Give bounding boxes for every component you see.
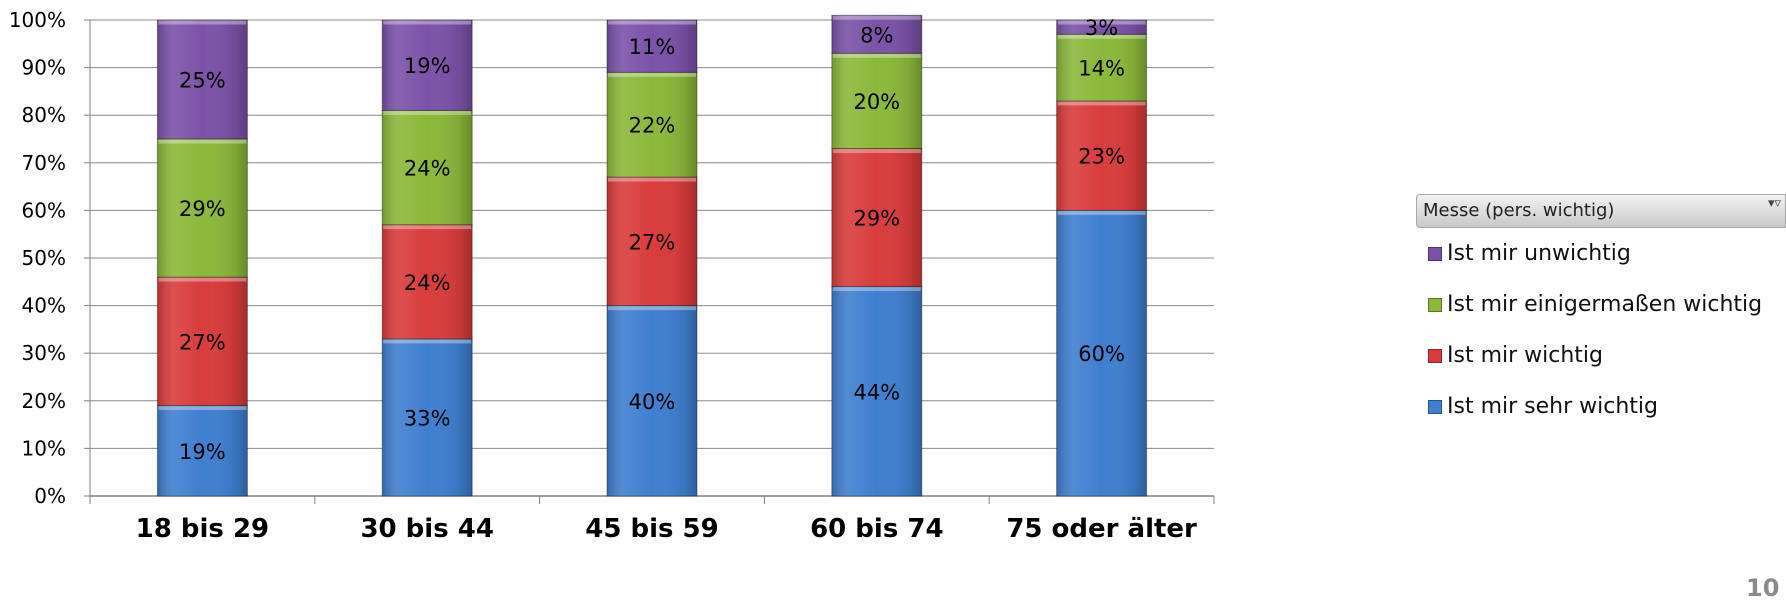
bar-segment-shading xyxy=(607,305,697,496)
data-label: 29% xyxy=(179,197,226,221)
bar-segment-highlight xyxy=(158,20,247,25)
bar-segment-shading xyxy=(157,405,248,496)
data-label: 33% xyxy=(404,406,451,430)
x-category-label: 60 bis 74 xyxy=(810,514,943,544)
bar-segment-highlight xyxy=(383,20,472,25)
y-tick-label: 90% xyxy=(22,56,66,80)
data-label: 40% xyxy=(629,390,676,414)
data-labels: 19% 27% 29% 25% 33% 24% 24% 19% 40% 27% 22% 11% 44% 2… xyxy=(179,16,1125,464)
bar-segment-highlight xyxy=(383,110,472,115)
data-label: 19% xyxy=(179,440,226,464)
data-label: 11% xyxy=(629,35,676,59)
y-tick-label: 30% xyxy=(22,341,66,365)
legend-title: Messe (pers. wichtig) xyxy=(1423,200,1615,221)
bar-segment-highlight xyxy=(832,149,921,154)
y-tick-label: 10% xyxy=(22,436,66,460)
legend-item-sehr-wichtig: Ist mir sehr wichtig xyxy=(1416,381,1786,432)
bar-segment-highlight xyxy=(158,139,247,144)
data-label: 60% xyxy=(1078,342,1125,366)
bar-segment-highlight xyxy=(1057,20,1146,25)
data-label: 22% xyxy=(629,114,676,138)
legend-filter-header[interactable]: Messe (pers. wichtig) ▾▿ xyxy=(1416,194,1786,228)
legend-item-wichtig: Ist mir wichtig xyxy=(1416,330,1786,381)
x-category-label: 18 bis 29 xyxy=(136,514,269,544)
bar-segment-highlight xyxy=(383,225,472,230)
legend-swatch-wichtig xyxy=(1428,349,1442,363)
data-label: 24% xyxy=(404,271,451,295)
legend-list: Ist mir unwichtig Ist mir einigermaßen w… xyxy=(1416,228,1786,432)
bars xyxy=(156,14,1148,497)
legend-item-unwichtig: Ist mir unwichtig xyxy=(1416,228,1786,279)
bar-segment-highlight xyxy=(608,177,696,182)
bar-segment-shading xyxy=(1056,20,1147,35)
data-label: 29% xyxy=(853,207,900,231)
bar-segment-highlight xyxy=(1057,34,1146,39)
bar-segment-shading xyxy=(607,177,697,306)
y-tick-label: 70% xyxy=(22,151,66,175)
bar-segment-shading xyxy=(831,286,922,496)
data-label: 23% xyxy=(1078,145,1125,169)
x-category-label: 75 oder älter xyxy=(1006,514,1197,544)
bar-segment-shading xyxy=(157,139,248,278)
bar-segment-shading xyxy=(157,277,248,406)
legend-label-unwichtig: Ist mir unwichtig xyxy=(1447,241,1631,266)
bar-segment-highlight xyxy=(383,339,472,344)
legend-label-einigermassen-wichtig: Ist mir einigermaßen wichtig xyxy=(1447,292,1763,317)
data-label: 20% xyxy=(853,90,900,114)
bar-segment-highlight xyxy=(1057,210,1146,215)
legend-label-sehr-wichtig: Ist mir sehr wichtig xyxy=(1447,394,1658,419)
data-label: 3% xyxy=(1085,16,1118,40)
x-category-label: 30 bis 44 xyxy=(360,514,493,544)
bar-segment-shading xyxy=(831,15,922,54)
bar-segment-highlight xyxy=(158,277,247,282)
bar-segment-shading xyxy=(157,20,248,139)
data-label: 14% xyxy=(1078,57,1125,81)
legend-swatch-unwichtig xyxy=(1428,247,1442,261)
x-category-label: 45 bis 59 xyxy=(585,514,718,544)
bar-segment-shading xyxy=(1056,100,1147,211)
axes: 0% 10% 20% 30% 40% 50% 60% 70% 80% 90% 100% 18 bis … xyxy=(9,8,1215,544)
bar-segment-shading xyxy=(1056,34,1147,101)
legend-swatch-einigermassen-wichtig xyxy=(1428,298,1442,312)
y-tick-label: 100% xyxy=(9,8,66,32)
legend-swatch-sehr-wichtig xyxy=(1428,400,1442,414)
bar-segment-shading xyxy=(607,20,697,73)
bar-segment-shading xyxy=(382,338,473,496)
bar-segment-highlight xyxy=(608,306,696,311)
data-label: 24% xyxy=(404,157,451,181)
y-tick-label: 60% xyxy=(22,198,66,222)
bar-segment-shading xyxy=(382,110,473,225)
y-tick-label: 50% xyxy=(22,246,66,270)
bar-segment-highlight xyxy=(158,406,247,411)
bar-segment-highlight xyxy=(608,72,696,77)
data-label: 27% xyxy=(179,330,226,354)
y-tick-label: 80% xyxy=(22,103,66,127)
y-tick-label: 0% xyxy=(34,484,66,508)
bar-segment-shading xyxy=(831,148,922,287)
data-label: 8% xyxy=(860,23,893,47)
data-label: 25% xyxy=(179,69,226,93)
legend-label-wichtig: Ist mir wichtig xyxy=(1447,343,1603,368)
legend: Messe (pers. wichtig) ▾▿ Ist mir unwicht… xyxy=(1416,194,1786,432)
bar-segment-shading xyxy=(382,20,473,111)
y-tick-label: 20% xyxy=(22,389,66,413)
legend-item-einigermassen-wichtig: Ist mir einigermaßen wichtig xyxy=(1416,279,1786,330)
page-number: 10 xyxy=(1746,574,1780,602)
data-label: 44% xyxy=(853,380,900,404)
bar-segment-highlight xyxy=(608,20,696,25)
bar-segment-highlight xyxy=(832,287,921,292)
bar-segment-shading xyxy=(607,72,697,178)
data-label: 19% xyxy=(404,54,451,78)
bar-segment-shading xyxy=(1056,210,1147,496)
bar-segment-highlight xyxy=(832,15,921,20)
filter-dropdown-icon[interactable]: ▾▿ xyxy=(1767,196,1781,211)
bar-segment-highlight xyxy=(832,53,921,58)
bar-segment-shading xyxy=(382,224,473,339)
bar-segment-shading xyxy=(831,53,922,149)
bar-segment-highlight xyxy=(1057,101,1146,106)
data-label: 27% xyxy=(629,230,676,254)
y-tick-label: 40% xyxy=(22,294,66,318)
